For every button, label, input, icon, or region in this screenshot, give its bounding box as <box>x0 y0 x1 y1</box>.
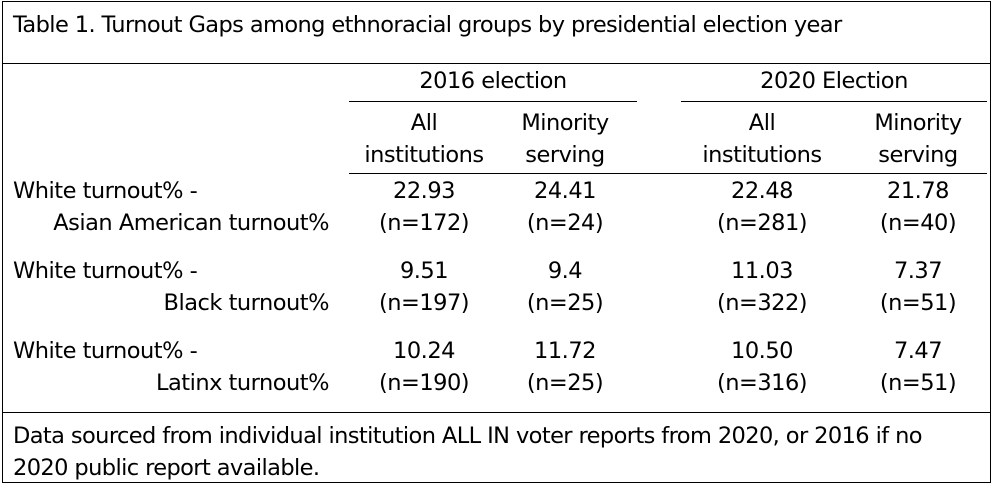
table-title: Table 1. Turnout Gaps among ethnoracial … <box>13 12 842 38</box>
cell-value: 11.72 <box>534 338 596 364</box>
group-header-2016: 2016 election <box>419 68 567 94</box>
cell-n: (n=25) <box>526 370 604 396</box>
cell-value: 22.48 <box>731 178 793 204</box>
cell-n: (n=40) <box>879 210 957 236</box>
row-label-line2: Black turnout% <box>163 290 330 316</box>
table-note: Data sourced from individual institution… <box>13 423 923 481</box>
subheader-2020-minority-line1: Minority <box>874 110 962 136</box>
cell-value: 7.37 <box>893 258 943 284</box>
cell-value: 7.47 <box>893 338 943 364</box>
row-label-line1: White turnout% - <box>13 338 198 364</box>
cell-value: 11.03 <box>731 258 793 284</box>
cell-value: 10.24 <box>393 338 455 364</box>
row-label-line2: Latinx turnout% <box>155 370 330 396</box>
subheader-2016-all-line2: institutions <box>364 142 484 168</box>
cell-n: (n=24) <box>526 210 604 236</box>
subheader-2020-all-line2: institutions <box>702 142 822 168</box>
cell-value: 24.41 <box>534 178 596 204</box>
subheader-2016-minority-line1: Minority <box>521 110 609 136</box>
cell-n: (n=51) <box>879 370 957 396</box>
cell-value: 9.51 <box>399 258 449 284</box>
subheader-underline <box>349 173 987 174</box>
cell-n: (n=190) <box>378 370 470 396</box>
group-underline-2016 <box>349 101 637 102</box>
cell-value: 10.50 <box>731 338 793 364</box>
group-header-2020: 2020 Election <box>760 68 908 94</box>
row-label-line1: White turnout% - <box>13 178 198 204</box>
cell-n: (n=172) <box>378 210 470 236</box>
subheader-2016-minority-line2: serving <box>525 142 605 168</box>
cell-n: (n=25) <box>526 290 604 316</box>
cell-n: (n=51) <box>879 290 957 316</box>
cell-value: 22.93 <box>393 178 455 204</box>
title-divider <box>3 63 990 64</box>
group-underline-2020 <box>681 101 987 102</box>
row-label-line2: Asian American turnout% <box>53 210 329 236</box>
cell-n: (n=322) <box>716 290 808 316</box>
cell-value: 9.4 <box>547 258 583 284</box>
cell-n: (n=281) <box>716 210 808 236</box>
subheader-2016-all-line1: All <box>410 110 438 136</box>
subheader-2020-all-line1: All <box>748 110 776 136</box>
cell-n: (n=316) <box>716 370 808 396</box>
footer-divider <box>3 412 990 413</box>
cell-n: (n=197) <box>378 290 470 316</box>
subheader-2020-minority-line2: serving <box>878 142 958 168</box>
cell-value: 21.78 <box>887 178 949 204</box>
row-label-line1: White turnout% - <box>13 258 198 284</box>
